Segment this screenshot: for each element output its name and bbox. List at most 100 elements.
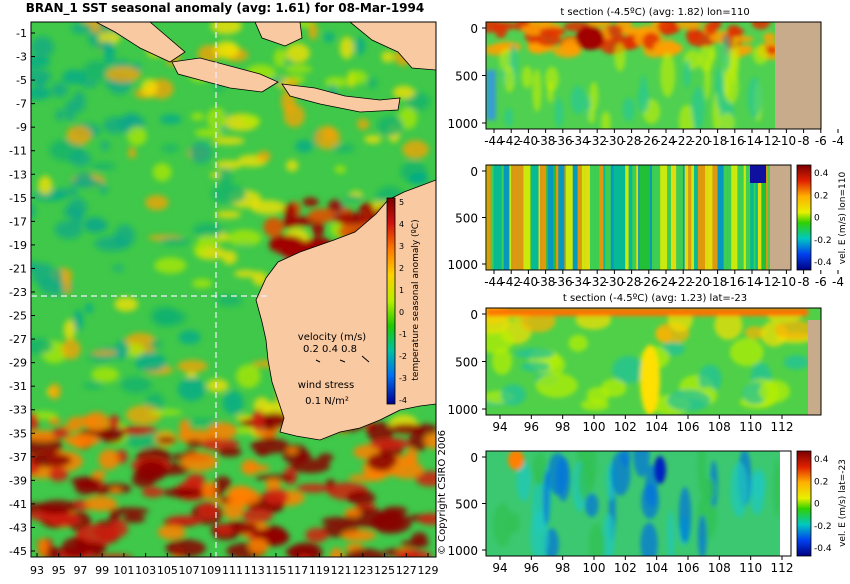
sst-anomaly-patch (104, 41, 116, 65)
sst-anomaly-patch (381, 51, 395, 63)
section-vel-stripe (572, 165, 578, 270)
section-vel-stripe (694, 165, 698, 270)
sst-anomaly-patch (125, 405, 162, 425)
map-y-tick-label: -41 (9, 498, 27, 511)
map-x-tick-label: 107 (179, 564, 200, 577)
section-vel-stripe (625, 165, 629, 270)
sst-anomaly-patch (216, 295, 242, 306)
sst-anomaly-patch (63, 319, 76, 341)
map-y-tick-label: -25 (9, 310, 27, 323)
section-vel-stripe (691, 165, 695, 270)
map-y-tick-label: -1 (16, 27, 27, 40)
sst-anomaly-patch (37, 538, 49, 557)
section-temp-patch (504, 108, 513, 127)
sst-anomaly-patch (217, 232, 229, 242)
sst-anomaly-patch (354, 37, 366, 55)
section-vel-stripe (613, 165, 621, 270)
section-temp-patch (783, 355, 810, 370)
sst-anomaly-patch (400, 540, 430, 548)
section3-land (808, 320, 821, 415)
section-x-tick-label: -24 (656, 275, 676, 289)
map-y-tick-label: -7 (16, 98, 27, 111)
sst-anomaly-patch (127, 126, 147, 146)
section-vel-stripe (688, 165, 692, 270)
section-colorbar-tick: -0.4 (814, 544, 832, 554)
section-temp-patch (744, 326, 766, 340)
section-x-tick-label: -16 (725, 275, 745, 289)
sst-anomaly-patch (84, 411, 109, 432)
sst-anomaly-patch (83, 382, 103, 389)
sst-anomaly-patch (120, 376, 152, 394)
sst-anomaly-patch (344, 508, 362, 518)
sst-anomaly-patch (114, 224, 136, 248)
land-borneo (254, 22, 303, 47)
section-vel-stripe (590, 165, 596, 270)
sst-anomaly-patch (207, 422, 238, 440)
section-vel-stripe (548, 165, 554, 270)
sst-anomaly-patch (148, 409, 183, 416)
section-vel-stripe (584, 165, 591, 270)
sst-anomaly-patch (150, 339, 162, 350)
sst-anomaly-patch (370, 512, 412, 534)
sst-anomaly-patch (394, 549, 432, 557)
section-temp-patch (687, 30, 717, 48)
section-vel-patch (654, 456, 666, 484)
section-x-tick-label: -4 (832, 134, 844, 148)
section-y-tick-label: 0 (470, 451, 478, 465)
section-x-tick-label: -44 (484, 134, 504, 148)
map-y-tick-label: -17 (9, 215, 27, 228)
section-temp-patch (637, 86, 650, 114)
map-x-tick-label: 115 (265, 564, 286, 577)
sst-anomaly-patch (66, 125, 92, 146)
section-temp-patch (764, 45, 778, 55)
section-temp-patch (653, 39, 680, 58)
section-colorbar-tick: 0 (814, 214, 820, 224)
section-temp-patch (698, 45, 714, 73)
section-vel-stripe (727, 165, 732, 270)
map-y-tick-label: -5 (16, 74, 27, 87)
sst-colorbar-bar (386, 197, 396, 405)
section-x-tick-label: -28 (622, 275, 642, 289)
section-temp-patch (747, 77, 763, 118)
sst-anomaly-patch (91, 366, 120, 383)
sst-anomaly-patch (217, 447, 242, 457)
sst-anomaly-patch (123, 514, 146, 524)
sst-anomaly-patch (70, 22, 92, 35)
section-temp-patch (774, 320, 818, 340)
section-vel-patch (588, 523, 605, 556)
sst-anomaly-patch (69, 187, 78, 197)
section-x-tick-label: -14 (742, 275, 762, 289)
sst-anomaly-patch (48, 383, 61, 400)
sst-anomaly-patch (48, 417, 62, 425)
section-vel-stripe (565, 165, 573, 270)
sst-anomaly-patch (411, 423, 436, 435)
sst-anomaly-patch (286, 447, 299, 455)
sst-anomaly-patch (285, 43, 310, 64)
section-vel-stripe (620, 165, 626, 270)
section-x-tick-label: -12 (759, 134, 779, 148)
section-temp-patch (515, 22, 530, 27)
sst-anomaly-patch (328, 199, 343, 214)
section-temp-patch (655, 327, 672, 343)
section-x-tick-label: -6 (815, 134, 827, 148)
section-temp-patch (546, 80, 554, 103)
section-x-tick-label: 98 (555, 561, 570, 575)
section-temp-patch (729, 338, 764, 367)
section-x-tick-label: 106 (677, 561, 700, 575)
section-x-tick-label: -40 (519, 134, 539, 148)
sst-anomaly-patch (186, 439, 204, 447)
sst-colorbar-tick: 1 (399, 286, 404, 295)
section-temp-patch (667, 389, 711, 412)
section-vel-stripe (503, 165, 510, 270)
section-vel-stripe (509, 165, 512, 270)
sst-anomaly-patch (206, 378, 229, 393)
map-x-tick-label: 101 (113, 564, 134, 577)
sst-anomaly-patch (100, 140, 110, 151)
section-temp-patch (600, 378, 627, 398)
map-x-tick-label: 113 (244, 564, 265, 577)
section-temp-patch (683, 59, 691, 88)
sst-anomaly-patch (332, 144, 355, 153)
section-vel-stripe (520, 165, 524, 270)
sst-anomaly-patch (197, 235, 221, 247)
section-y-tick-label: 0 (470, 165, 478, 179)
